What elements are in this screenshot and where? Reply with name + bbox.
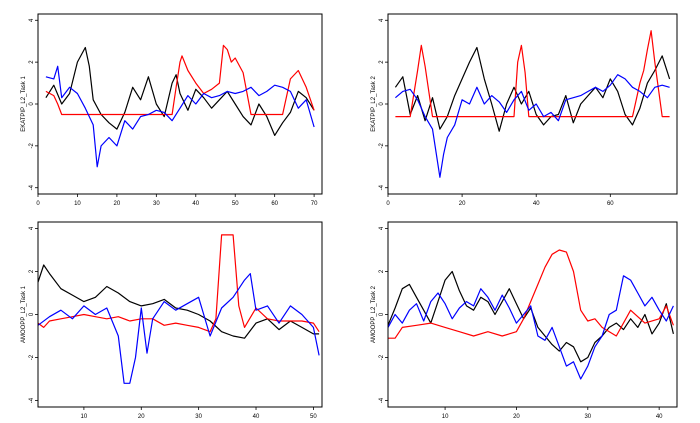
chart-panel-2: 0 20 40 60 -4 -2 0 2 4 EKATPIP_L2_Task 2	[371, 13, 678, 207]
x-tick-label: 60	[271, 201, 278, 207]
y-tick-label: 0	[379, 312, 385, 316]
y-tick-label: 4	[29, 226, 35, 230]
series-line-3	[395, 74, 670, 178]
series-line-3	[387, 275, 674, 380]
y-tick-label: -4	[379, 397, 385, 403]
x-tick-label: 10	[74, 201, 81, 207]
x-tick-label: 10	[442, 414, 449, 420]
chart-panel-4: 10 20 30 40 -4 -2 0 2 4 AMOOPP_L2_Task 2	[371, 221, 678, 420]
x-tick-label: 30	[584, 414, 591, 420]
y-tick-label: 0	[29, 312, 35, 316]
x-tick-label: 50	[310, 414, 317, 420]
y-tick-label: -2	[29, 143, 35, 149]
series-line-1	[394, 46, 671, 132]
y-tick-label: 0	[379, 102, 385, 106]
series-line-3	[37, 273, 320, 384]
series-line-2	[395, 30, 670, 118]
x-tick-label: 40	[192, 201, 199, 207]
x-tick-label: 40	[656, 414, 663, 420]
y-tick-label: -2	[379, 354, 385, 360]
y-tick-label: 2	[379, 269, 385, 273]
x-tick-label: 30	[153, 201, 160, 207]
y-tick-label: 2	[29, 60, 35, 64]
y-tick-label: -4	[29, 184, 35, 190]
x-tick-label: 10	[81, 414, 88, 420]
x-tick-label: 60	[607, 201, 614, 207]
y-tick-label: 4	[29, 18, 35, 22]
series-line-1	[37, 264, 320, 339]
y-axis-label: AMOOPP_L2_Task 1	[21, 285, 27, 343]
y-axis-label: EKATPIP_L2_Task 1	[21, 76, 27, 132]
plot-frame	[37, 13, 323, 195]
x-tick-label: 70	[311, 201, 318, 207]
x-tick-label: 20	[138, 414, 145, 420]
series-line-1	[45, 46, 315, 136]
x-tick-label: 20	[513, 414, 520, 420]
y-tick-label: -4	[29, 397, 35, 403]
x-tick-label: 20	[114, 201, 121, 207]
y-tick-label: -2	[29, 354, 35, 360]
x-tick-label: 50	[232, 201, 239, 207]
series-line-2	[45, 44, 315, 116]
y-tick-label: 0	[29, 102, 35, 106]
y-axis-label: EKATPIP_L2_Task 2	[371, 76, 377, 132]
y-tick-label: -4	[379, 184, 385, 190]
chart-panel-1: 0 10 20 30 40 50 60 70 -4 -2 0 2 4 EKATPIP_L2_Task 1	[21, 13, 323, 207]
y-tick-label: -2	[379, 143, 385, 149]
y-tick-label: 4	[379, 18, 385, 22]
x-tick-label: 40	[253, 414, 260, 420]
x-tick-label: 30	[195, 414, 202, 420]
y-tick-label: 2	[29, 269, 35, 273]
y-tick-label: 4	[379, 226, 385, 230]
y-axis-label: AMOOPP_L2_Task 2	[371, 285, 377, 343]
series-line-1	[387, 270, 674, 363]
x-tick-label: 0	[36, 201, 40, 207]
plot-frame	[37, 221, 323, 408]
series-line-2	[388, 249, 674, 339]
x-tick-label: 40	[533, 201, 540, 207]
series-line-2	[37, 234, 320, 333]
y-tick-label: 2	[379, 60, 385, 64]
chart-panel-3: 10 20 30 40 50 -4 -2 0 2 4 AMOOPP_L2_Task 1	[21, 221, 323, 420]
series-line-3	[45, 65, 315, 168]
x-tick-label: 0	[386, 201, 390, 207]
x-tick-label: 20	[459, 201, 466, 207]
